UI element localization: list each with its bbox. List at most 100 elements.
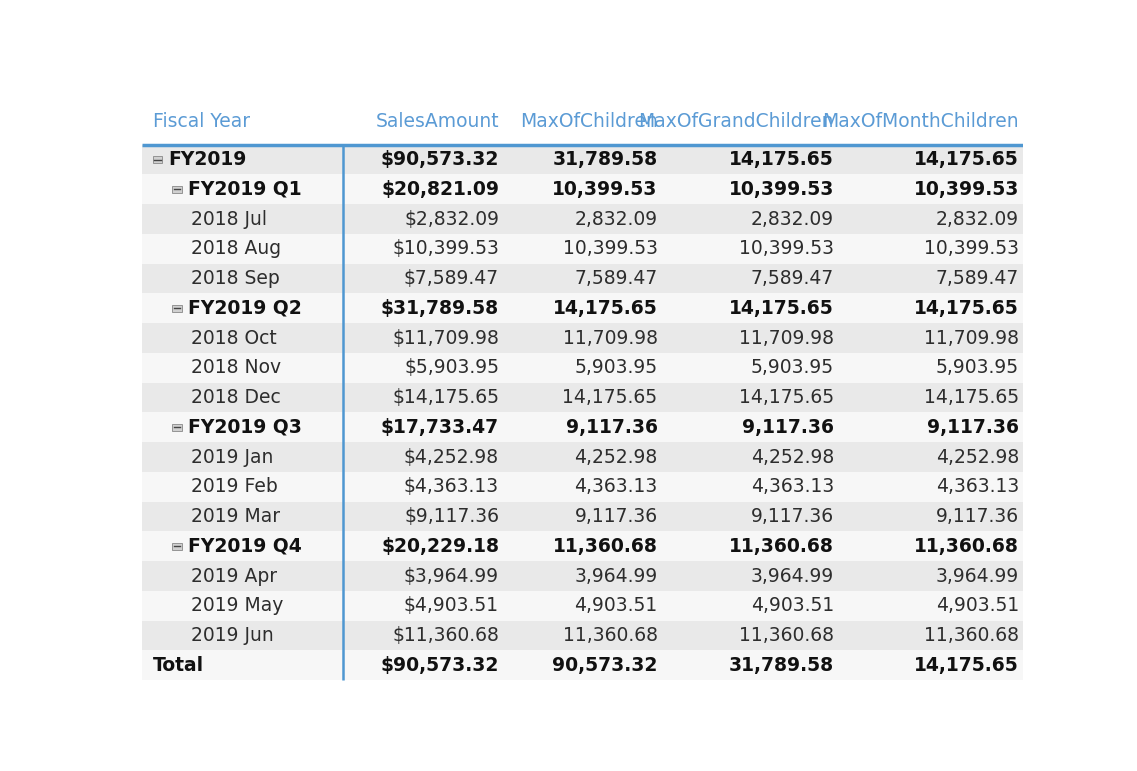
Text: $90,573.32: $90,573.32 <box>381 656 499 675</box>
Text: 2018 Nov: 2018 Nov <box>191 359 282 377</box>
Text: 11,709.98: 11,709.98 <box>739 328 833 348</box>
Text: 11,360.68: 11,360.68 <box>729 537 833 556</box>
Text: 2,832.09: 2,832.09 <box>936 210 1019 228</box>
Text: FY2019 Q4: FY2019 Q4 <box>188 537 301 556</box>
Text: $11,360.68: $11,360.68 <box>392 626 499 645</box>
Text: 10,399.53: 10,399.53 <box>729 180 833 199</box>
Text: $2,832.09: $2,832.09 <box>404 210 499 228</box>
Text: $4,903.51: $4,903.51 <box>404 596 499 615</box>
Text: 14,175.65: 14,175.65 <box>914 150 1019 169</box>
Bar <box>172 186 182 193</box>
Text: Fiscal Year: Fiscal Year <box>152 112 250 131</box>
Bar <box>142 472 1023 502</box>
Text: 3,964.99: 3,964.99 <box>750 567 833 586</box>
Text: 2018 Aug: 2018 Aug <box>191 239 282 258</box>
Text: 9,117.36: 9,117.36 <box>936 507 1019 526</box>
Text: 2019 Feb: 2019 Feb <box>191 477 279 497</box>
Text: 5,903.95: 5,903.95 <box>936 359 1019 377</box>
Text: SalesAmount: SalesAmount <box>375 112 499 131</box>
Text: 11,709.98: 11,709.98 <box>924 328 1019 348</box>
Text: 9,117.36: 9,117.36 <box>565 418 657 437</box>
Bar <box>142 234 1023 264</box>
Bar <box>142 145 1023 174</box>
Text: MaxOfGrandChildren: MaxOfGrandChildren <box>638 112 833 131</box>
Text: 4,903.51: 4,903.51 <box>936 596 1019 615</box>
Text: 2019 Jan: 2019 Jan <box>191 448 274 466</box>
Text: 3,964.99: 3,964.99 <box>574 567 657 586</box>
Text: 31,789.58: 31,789.58 <box>553 150 657 169</box>
Text: 10,399.53: 10,399.53 <box>924 239 1019 258</box>
Bar <box>142 382 1023 412</box>
Text: 7,589.47: 7,589.47 <box>574 269 657 288</box>
Text: MaxOfMonthChildren: MaxOfMonthChildren <box>822 112 1019 131</box>
Text: $20,821.09: $20,821.09 <box>381 180 499 199</box>
Text: $3,964.99: $3,964.99 <box>404 567 499 586</box>
Text: 31,789.58: 31,789.58 <box>729 656 833 675</box>
Text: 10,399.53: 10,399.53 <box>913 180 1019 199</box>
Text: 9,117.36: 9,117.36 <box>574 507 657 526</box>
Bar <box>142 591 1023 621</box>
Text: FY2019 Q1: FY2019 Q1 <box>188 180 301 199</box>
Text: $31,789.58: $31,789.58 <box>381 299 499 318</box>
Text: 2018 Jul: 2018 Jul <box>191 210 267 228</box>
Text: $90,573.32: $90,573.32 <box>381 150 499 169</box>
Text: 14,175.65: 14,175.65 <box>914 656 1019 675</box>
Text: $7,589.47: $7,589.47 <box>404 269 499 288</box>
Text: 11,360.68: 11,360.68 <box>924 626 1019 645</box>
Text: 4,903.51: 4,903.51 <box>750 596 833 615</box>
Text: $10,399.53: $10,399.53 <box>392 239 499 258</box>
Text: $20,229.18: $20,229.18 <box>381 537 499 556</box>
Bar <box>142 412 1023 443</box>
Bar <box>172 305 182 311</box>
Text: 7,589.47: 7,589.47 <box>936 269 1019 288</box>
Text: $4,363.13: $4,363.13 <box>404 477 499 497</box>
Text: $9,117.36: $9,117.36 <box>404 507 499 526</box>
Bar <box>142 204 1023 234</box>
Text: 4,903.51: 4,903.51 <box>574 596 657 615</box>
Text: 2019 May: 2019 May <box>191 596 284 615</box>
Text: FY2019: FY2019 <box>168 150 247 169</box>
Text: 10,399.53: 10,399.53 <box>739 239 833 258</box>
Bar <box>172 424 182 430</box>
Bar <box>142 621 1023 651</box>
Text: 14,175.65: 14,175.65 <box>553 299 657 318</box>
Bar <box>142 174 1023 204</box>
Text: 4,252.98: 4,252.98 <box>750 448 833 466</box>
Text: $5,903.95: $5,903.95 <box>404 359 499 377</box>
Text: 11,709.98: 11,709.98 <box>563 328 657 348</box>
Text: 10,399.53: 10,399.53 <box>553 180 657 199</box>
Bar <box>142 294 1023 323</box>
Bar <box>142 502 1023 531</box>
Text: 5,903.95: 5,903.95 <box>574 359 657 377</box>
Text: $17,733.47: $17,733.47 <box>381 418 499 437</box>
Text: 2019 Apr: 2019 Apr <box>191 567 277 586</box>
Text: 4,363.13: 4,363.13 <box>750 477 833 497</box>
Text: 2018 Sep: 2018 Sep <box>191 269 280 288</box>
Text: 90,573.32: 90,573.32 <box>553 656 657 675</box>
Text: 4,363.13: 4,363.13 <box>574 477 657 497</box>
Bar <box>142 651 1023 680</box>
Text: 14,175.65: 14,175.65 <box>739 388 833 407</box>
Text: 10,399.53: 10,399.53 <box>563 239 657 258</box>
Bar <box>142 531 1023 561</box>
Text: 2,832.09: 2,832.09 <box>750 210 833 228</box>
Text: 7,589.47: 7,589.47 <box>750 269 833 288</box>
Text: 2,832.09: 2,832.09 <box>574 210 657 228</box>
Text: 14,175.65: 14,175.65 <box>914 299 1019 318</box>
Text: 9,117.36: 9,117.36 <box>750 507 833 526</box>
Bar <box>142 353 1023 382</box>
Bar <box>142 561 1023 591</box>
Text: 5,903.95: 5,903.95 <box>750 359 833 377</box>
Text: 14,175.65: 14,175.65 <box>729 150 833 169</box>
Text: Total: Total <box>152 656 204 675</box>
Text: 4,363.13: 4,363.13 <box>936 477 1019 497</box>
Text: FY2019 Q3: FY2019 Q3 <box>188 418 301 437</box>
Text: 2019 Mar: 2019 Mar <box>191 507 281 526</box>
Text: 2019 Jun: 2019 Jun <box>191 626 274 645</box>
Text: 14,175.65: 14,175.65 <box>563 388 657 407</box>
Text: 9,117.36: 9,117.36 <box>741 418 833 437</box>
Text: 2018 Oct: 2018 Oct <box>191 328 277 348</box>
Bar <box>142 264 1023 294</box>
Bar <box>152 157 163 163</box>
Text: 11,360.68: 11,360.68 <box>553 537 657 556</box>
